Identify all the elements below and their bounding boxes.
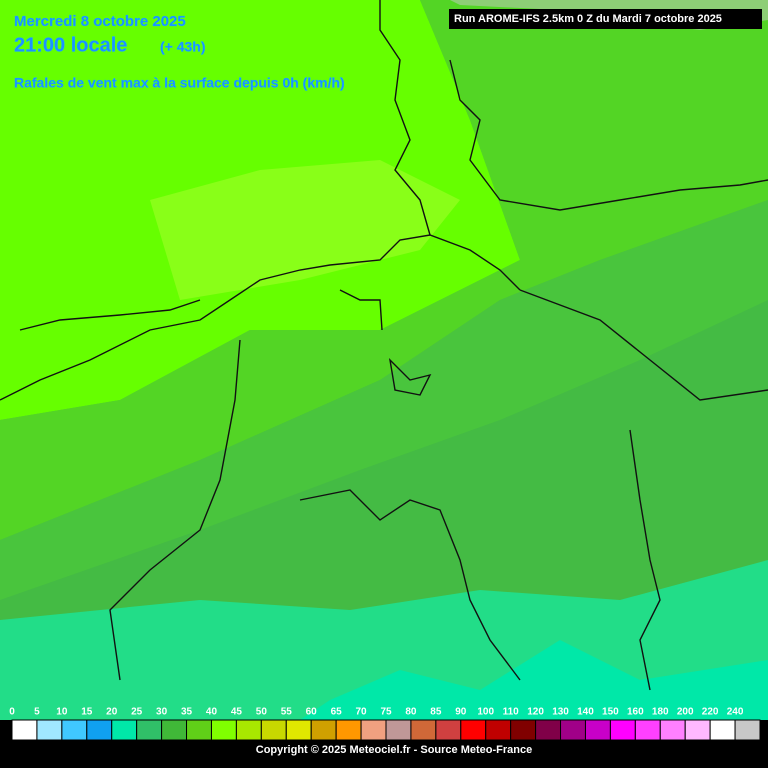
legend-label: 150 (602, 707, 619, 718)
legend-swatch (360, 719, 387, 741)
legend-swatch (460, 719, 487, 741)
legend-label: 240 (727, 707, 744, 718)
legend-label: 15 (81, 707, 93, 718)
legend-label: 0 (9, 707, 15, 718)
legend-swatch (385, 719, 412, 741)
legend-label: 80 (405, 707, 417, 718)
legend-swatch (335, 719, 362, 741)
legend-swatch (684, 719, 711, 741)
legend-label: 55 (281, 707, 293, 718)
legend-swatch (584, 719, 611, 741)
legend-swatch (11, 719, 38, 741)
legend-swatch (310, 719, 337, 741)
legend-label: 220 (702, 707, 719, 718)
lead-time: (+ 43h) (160, 39, 206, 55)
legend-label: 70 (356, 707, 368, 718)
legend-label: 65 (331, 707, 343, 718)
legend-label: 50 (256, 707, 268, 718)
legend-swatch (659, 719, 686, 741)
legend-label: 10 (56, 707, 68, 718)
legend-swatch (136, 719, 163, 741)
legend-swatch (61, 719, 88, 741)
legend-label: 35 (181, 707, 193, 718)
date: Mercredi 8 octobre 2025 (14, 13, 186, 30)
legend-swatch (285, 719, 312, 741)
legend-swatch (36, 719, 63, 741)
legend-label: 160 (627, 707, 644, 718)
legend-swatch (609, 719, 636, 741)
wind-zone (150, 160, 460, 300)
legend-label: 25 (131, 707, 143, 718)
parameter: Rafales de vent max à la surface depuis … (14, 75, 345, 91)
legend-swatch (235, 719, 262, 741)
legend-label: 5 (34, 707, 40, 718)
legend-label: 200 (677, 707, 694, 718)
legend-swatch (260, 719, 287, 741)
legend-swatch (111, 719, 138, 741)
legend-swatch (709, 719, 736, 741)
legend-swatch (560, 719, 586, 741)
legend-label: 110 (503, 707, 520, 718)
coastlines (0, 0, 768, 691)
legend-swatch (410, 719, 437, 741)
legend-swatch (510, 719, 537, 741)
legend-label: 60 (306, 707, 318, 718)
legend-label: 130 (552, 707, 569, 718)
legend-label: 180 (652, 707, 669, 718)
legend-swatch (186, 719, 212, 741)
legend-label: 45 (231, 707, 243, 718)
legend-label: 30 (156, 707, 168, 718)
legend-swatch (634, 719, 661, 741)
wind-zone (0, 200, 768, 600)
legend-swatch (210, 719, 237, 741)
copyright: Copyright © 2025 Meteociel.fr - Source M… (256, 744, 532, 756)
wind-zone (300, 640, 768, 720)
legend-swatch (435, 719, 462, 741)
legend-swatch (86, 719, 113, 741)
legend: 0 5 10 15 20 25 30 35 40 45 50 55 60 65 70 75 80 85 90 100 1… (9, 707, 761, 741)
time: 21:00 locale (14, 34, 127, 56)
legend-label: 85 (430, 707, 442, 718)
wind-zone (0, 0, 768, 540)
legend-label: 140 (577, 707, 594, 718)
legend-swatch (535, 719, 562, 741)
legend-label: 40 (206, 707, 218, 718)
legend-label: 20 (106, 707, 118, 718)
legend-label: 120 (527, 707, 544, 718)
legend-swatch (161, 719, 188, 741)
run-banner (449, 9, 762, 29)
legend-swatch (734, 719, 761, 741)
run-info: Run AROME-IFS 2.5km 0 Z du Mardi 7 octob… (454, 13, 722, 25)
legend-label: 90 (455, 707, 467, 718)
legend-label: 100 (477, 707, 494, 718)
legend-label: 75 (380, 707, 392, 718)
legend-swatch (485, 719, 512, 741)
